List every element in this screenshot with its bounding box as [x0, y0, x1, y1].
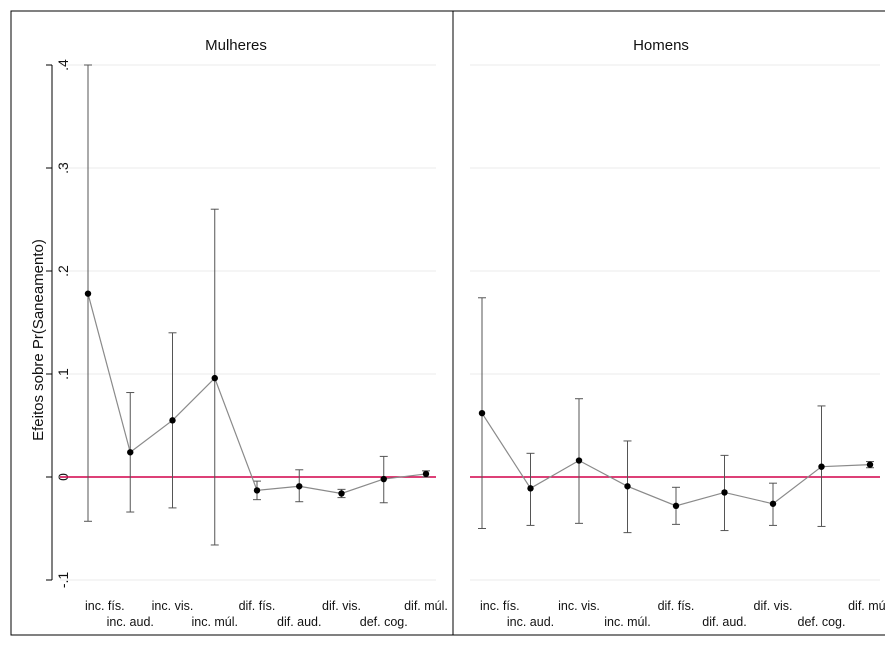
points-layer — [84, 290, 430, 497]
y-tick-label: .2 — [55, 265, 71, 277]
data-point — [818, 463, 825, 470]
data-point — [127, 449, 134, 456]
data-point — [296, 483, 303, 490]
data-point — [84, 290, 92, 297]
panel-homens: Homens inc. fís. inc. aud. inc. vis. inc. m… — [452, 10, 885, 636]
y-tick-label: .4 — [55, 59, 71, 71]
data-point — [169, 417, 176, 424]
x-tick-label: inc. múl. — [191, 615, 238, 629]
data-point — [478, 409, 486, 417]
data-point — [721, 489, 728, 496]
data-point — [624, 483, 631, 490]
grid-layer — [470, 64, 880, 581]
y-tick-label: .1 — [55, 368, 71, 380]
grid-layer — [60, 64, 436, 581]
y-tick-label: .3 — [55, 162, 71, 174]
data-point — [575, 457, 583, 464]
x-tick-label: dif. vis. — [754, 599, 793, 613]
x-tick-label: inc. vis. — [152, 599, 194, 613]
x-tick-label: inc. fís. — [85, 599, 125, 613]
x-axis-tick-labels: inc. fís.inc. aud.inc. vis.inc. múl.dif.… — [85, 599, 448, 629]
x-tick-label: def. cog. — [360, 615, 408, 629]
x-tick-label: inc. múl. — [604, 615, 651, 629]
x-tick-label: dif. múl. — [404, 599, 448, 613]
data-point — [769, 500, 777, 507]
x-tick-label: inc. fís. — [480, 599, 520, 613]
data-point — [527, 485, 534, 492]
panel-title: Homens — [633, 37, 689, 54]
y-tick-label: -.1 — [55, 572, 71, 589]
data-point — [211, 374, 218, 382]
x-tick-label: dif. vis. — [322, 599, 361, 613]
data-point — [422, 470, 430, 478]
x-axis-tick-labels: inc. fís. inc. aud. inc. vis. inc. múl. dif.… — [480, 599, 885, 629]
points-layer — [478, 409, 874, 510]
data-point — [253, 487, 261, 494]
y-axis-label: Efeitos sobre Pr(Saneamento) — [30, 239, 47, 441]
data-point — [380, 475, 387, 483]
panel-mulheres: Mulheres Efeitos sobre Pr(Saneamento) -.… — [10, 10, 454, 636]
x-tick-label: dif. fís. — [239, 599, 276, 613]
x-tick-label: dif. aud. — [702, 615, 746, 629]
x-tick-label: inc. vis. — [558, 599, 600, 613]
x-tick-label: inc. aud. — [507, 615, 554, 629]
x-tick-label: dif. múl. — [848, 599, 885, 613]
data-point — [672, 502, 680, 510]
x-tick-label: dif. fís. — [658, 599, 695, 613]
x-tick-label: dif. aud. — [277, 615, 321, 629]
data-point — [338, 490, 345, 497]
panel-frame — [452, 10, 885, 636]
panel-title: Mulheres — [205, 37, 267, 54]
x-tick-label: inc. aud. — [107, 615, 154, 629]
x-tick-label: def. cog. — [798, 615, 846, 629]
data-point — [866, 461, 874, 468]
